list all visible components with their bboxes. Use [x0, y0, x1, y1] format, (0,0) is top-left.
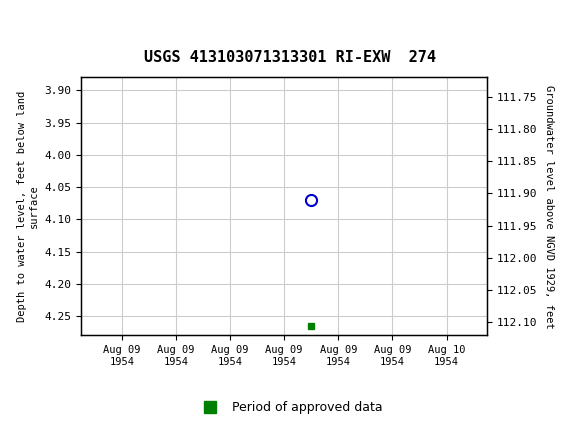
Y-axis label: Groundwater level above NGVD 1929, feet: Groundwater level above NGVD 1929, feet: [545, 85, 554, 328]
Text: USGS 413103071313301 RI-EXW  274: USGS 413103071313301 RI-EXW 274: [144, 49, 436, 64]
Legend: Period of approved data: Period of approved data: [192, 396, 388, 419]
Bar: [3, 3, 70, 49]
Text: USGS: USGS: [9, 16, 62, 36]
Y-axis label: Depth to water level, feet below land
surface: Depth to water level, feet below land su…: [17, 91, 39, 322]
